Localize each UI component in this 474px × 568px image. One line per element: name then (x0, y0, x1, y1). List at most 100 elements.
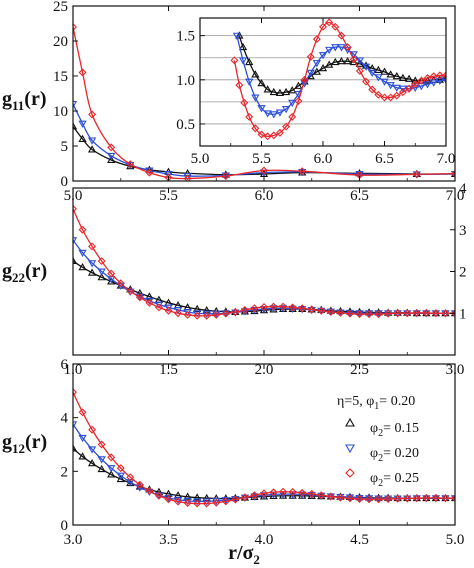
series-1-point (263, 85, 272, 93)
series-1-point (107, 155, 116, 163)
legend-marker-3 (345, 468, 355, 478)
series-2-point (269, 111, 278, 119)
series-3-point (306, 52, 315, 61)
series-1-point (107, 277, 116, 285)
series-3-point (451, 169, 455, 178)
series-3-point (231, 308, 240, 316)
series-3-point (355, 310, 364, 319)
series-3-point (412, 494, 421, 503)
series-3-point (154, 303, 163, 312)
series-1-point (107, 470, 116, 478)
series-3-point (403, 494, 412, 503)
series-3-point (257, 130, 266, 139)
series-3-point (393, 309, 402, 318)
series-2-point (361, 63, 371, 71)
series-2-point (238, 57, 248, 65)
series-1-point (398, 73, 408, 81)
series-2-point (275, 109, 285, 117)
series-3-point (326, 308, 335, 316)
series-2-point (412, 310, 421, 318)
series-3-point (193, 499, 202, 508)
series-1-point (257, 79, 266, 87)
x-tick-label: 4.0 (255, 532, 274, 548)
series-3-point (365, 310, 374, 319)
y-tick-label: 1.0 (176, 73, 195, 89)
series-3-point (441, 494, 450, 503)
x-tick-label: 2.5 (350, 362, 369, 378)
y-tick-label: 2 (61, 464, 69, 480)
series-3-point (343, 43, 352, 52)
series-2-point (251, 94, 260, 102)
series-3-point (336, 308, 345, 317)
series-3-point (417, 76, 426, 85)
series-3-point (422, 493, 431, 502)
series-1-point (281, 87, 291, 96)
series-3-point (164, 495, 173, 504)
series-3-point (298, 167, 307, 176)
middle-axes-frame (72, 187, 456, 356)
series-3-point (116, 464, 125, 473)
g22-ylabel: g22(r) (2, 260, 47, 285)
series-3-point (275, 128, 284, 137)
series-3-point (269, 131, 278, 140)
x-tick-label: 6.0 (314, 151, 333, 167)
series-3-point (183, 310, 192, 319)
series-3-point (193, 311, 202, 320)
series-3-point (412, 308, 421, 317)
series-group (73, 388, 455, 508)
series-1-point (325, 60, 334, 68)
series-1-point (97, 273, 106, 281)
series-2-point (87, 137, 97, 145)
series-1-point (374, 65, 383, 74)
series-1-point (78, 452, 87, 460)
series-3-point (174, 497, 183, 506)
series-3-point (422, 308, 431, 317)
x-tick-label: 1.5 (159, 362, 178, 378)
series-3-point (260, 303, 268, 311)
series-3-point (183, 174, 192, 181)
series-2-point (97, 456, 106, 464)
series-1-point (312, 67, 321, 75)
series-3-point (221, 309, 230, 318)
legend-header: η=5, φ1= 0.20 (337, 394, 415, 412)
series-3-point (240, 493, 249, 502)
series-3-point (135, 293, 144, 302)
series-2-point (398, 85, 408, 93)
series-3-point (431, 493, 440, 502)
series-3-point (337, 31, 346, 40)
series-3-point (423, 74, 432, 83)
series-2-point (349, 51, 358, 59)
x-tick-label: 2.0 (255, 362, 274, 378)
series-3-point (331, 22, 340, 31)
series-2-point (78, 434, 87, 443)
series-1-point (73, 256, 78, 265)
series-3-point (282, 122, 291, 131)
series-3-point (145, 168, 154, 177)
series-3-point (230, 56, 239, 65)
series-2-point (73, 421, 78, 429)
series-3-point (368, 85, 377, 94)
series-3-point (221, 172, 230, 181)
series-1-point (154, 487, 164, 495)
series-1-point (235, 31, 244, 39)
series-2-point (164, 304, 173, 312)
series-1-point (380, 67, 389, 75)
series-3-point (202, 311, 211, 320)
series-2-point (116, 472, 125, 480)
series-3-point (251, 124, 260, 133)
series-1-point (193, 304, 202, 313)
series-3-point (355, 494, 364, 503)
series-3-point (97, 440, 106, 449)
series-1-point (411, 76, 420, 84)
series-3-point (325, 18, 334, 27)
series-2-point (164, 171, 173, 179)
series-3-point (345, 494, 354, 503)
series-2-point (73, 101, 78, 109)
series-2-point (78, 120, 87, 128)
y-tick-label: 3 (459, 223, 467, 239)
series-3-point (345, 309, 354, 318)
series-3-point (240, 98, 249, 107)
series-3-point (429, 72, 438, 81)
series-3-point (279, 487, 288, 496)
series-3-point (260, 166, 268, 175)
